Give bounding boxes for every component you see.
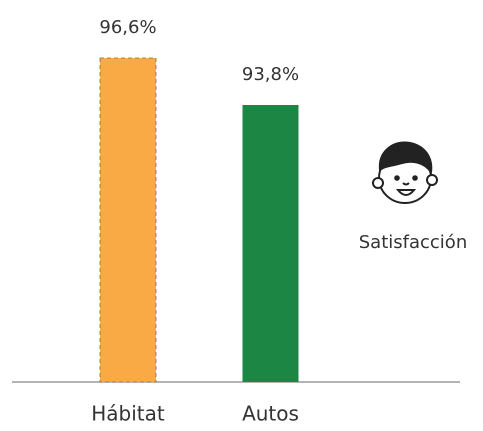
x-tick-label: Autos <box>242 402 299 426</box>
value-label: 96,6% <box>99 17 156 38</box>
face-icon <box>372 141 438 204</box>
value-label: 93,8% <box>242 64 299 85</box>
bar <box>242 105 299 382</box>
x-tick-label: Hábitat <box>91 402 165 426</box>
bar <box>99 57 157 383</box>
annotation: Satisfacción <box>359 232 467 253</box>
